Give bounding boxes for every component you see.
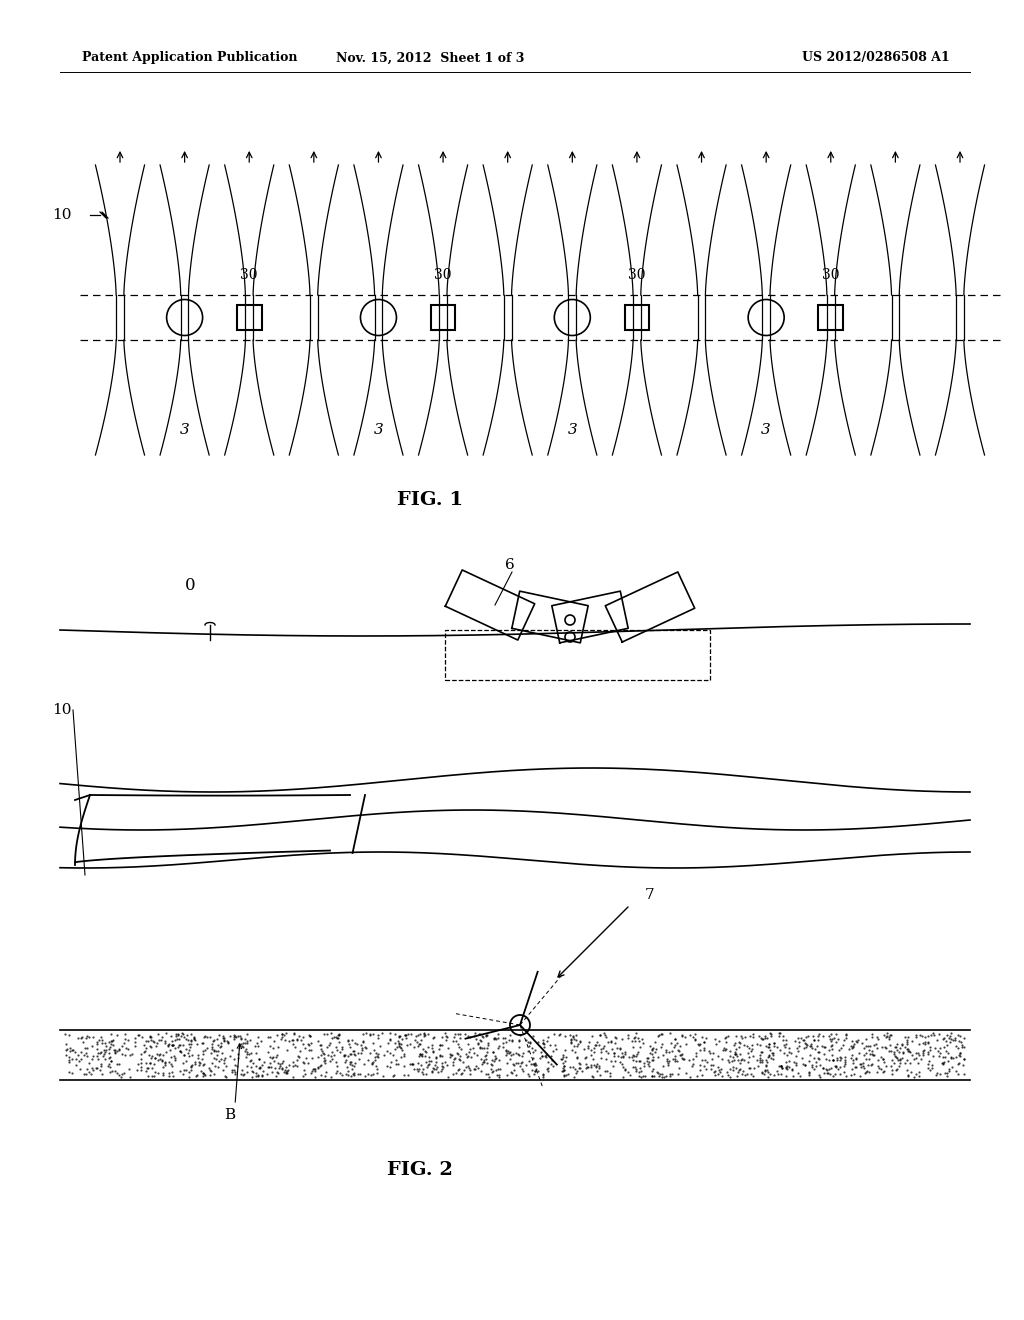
Bar <box>818 305 843 330</box>
Text: 0: 0 <box>184 577 196 594</box>
Circle shape <box>510 1015 530 1035</box>
Text: 7: 7 <box>645 888 654 902</box>
Text: 30: 30 <box>822 268 840 282</box>
Text: 3: 3 <box>180 422 189 437</box>
Text: 10: 10 <box>52 704 72 717</box>
Text: 10: 10 <box>52 209 72 222</box>
Text: FIG. 2: FIG. 2 <box>387 1162 453 1179</box>
Text: 6: 6 <box>505 558 515 572</box>
Circle shape <box>565 632 575 642</box>
Text: 3: 3 <box>567 422 578 437</box>
Bar <box>625 305 649 330</box>
Text: 30: 30 <box>434 268 452 282</box>
Text: B: B <box>224 1107 236 1122</box>
Bar <box>237 305 261 330</box>
Circle shape <box>565 615 575 624</box>
Text: Nov. 15, 2012  Sheet 1 of 3: Nov. 15, 2012 Sheet 1 of 3 <box>336 51 524 65</box>
Text: US 2012/0286508 A1: US 2012/0286508 A1 <box>802 51 950 65</box>
Text: 30: 30 <box>241 268 258 282</box>
Text: FIG. 1: FIG. 1 <box>397 491 463 510</box>
Text: 30: 30 <box>628 268 646 282</box>
Bar <box>431 305 456 330</box>
Text: Patent Application Publication: Patent Application Publication <box>82 51 298 65</box>
Bar <box>445 630 710 680</box>
Text: 3: 3 <box>374 422 383 437</box>
Text: 3: 3 <box>761 422 771 437</box>
